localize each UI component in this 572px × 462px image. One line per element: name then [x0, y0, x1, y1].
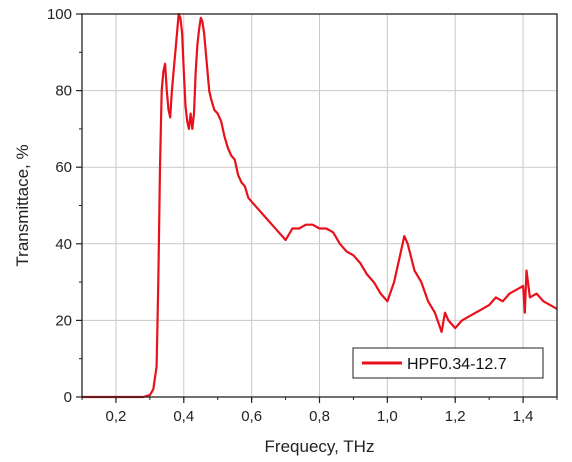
- x-tick-label: 1,0: [377, 408, 398, 425]
- legend-label: HPF0.34-12.7: [407, 356, 507, 373]
- y-axis-title: Transmittace, %: [13, 144, 32, 266]
- x-tick-label: 1,2: [445, 408, 466, 425]
- series-layer: [82, 12, 558, 399]
- y-tick-label: 80: [55, 83, 72, 100]
- x-axis-title: Frequecy, THz: [265, 437, 375, 456]
- series-line: [82, 12, 558, 399]
- x-tick-label: 0,6: [241, 408, 262, 425]
- legend: HPF0.34-12.7: [352, 347, 544, 379]
- y-tick-label: 100: [47, 6, 72, 23]
- x-tick-label: 1,4: [513, 408, 534, 425]
- y-tick-label: 40: [55, 236, 72, 253]
- y-tick-label: 0: [64, 389, 72, 406]
- x-tick-label: 0,8: [309, 408, 330, 425]
- x-tick-label: 0,2: [105, 408, 126, 425]
- y-tick-label: 20: [55, 312, 72, 329]
- x-tick-label: 0,4: [173, 408, 194, 425]
- y-tick-label: 60: [55, 159, 72, 176]
- ticks: 0,2 0,4 0,6 0,8 1,0 1,2 1,4 0 20 40 60 80 100: [47, 6, 558, 425]
- grid: [82, 14, 557, 397]
